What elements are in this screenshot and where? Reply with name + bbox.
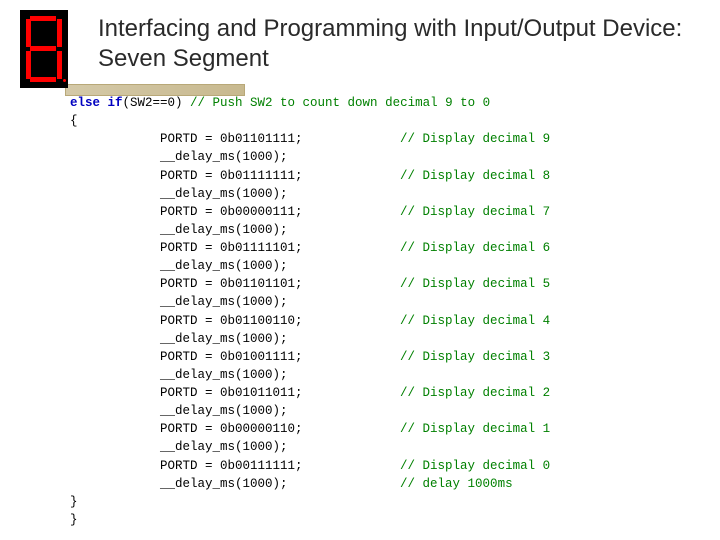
code-line: __delay_ms(1000);: [70, 185, 700, 203]
code-line: PORTD = 0b01101101; // Display decimal 5: [70, 275, 700, 293]
code-line: PORTD = 0b01001111; // Display decimal 3: [70, 348, 700, 366]
code-line: PORTD = 0b01111111; // Display decimal 8: [70, 167, 700, 185]
title-wrap: Interfacing and Programming with Input/O…: [98, 8, 700, 74]
code-line: }: [70, 511, 700, 529]
code-line: __delay_ms(1000);: [70, 438, 700, 456]
code-line: __delay_ms(1000);: [70, 402, 700, 420]
code-line: __delay_ms(1000);: [70, 221, 700, 239]
code-line: PORTD = 0b01101111; // Display decimal 9: [70, 130, 700, 148]
code-line: __delay_ms(1000);: [70, 330, 700, 348]
code-line: PORTD = 0b00111111; // Display decimal 0: [70, 457, 700, 475]
code-line: __delay_ms(1000);: [70, 148, 700, 166]
code-line: __delay_ms(1000);: [70, 257, 700, 275]
code-line: __delay_ms(1000);: [70, 366, 700, 384]
header: Interfacing and Programming with Input/O…: [20, 8, 700, 88]
code-block: else if(SW2==0) // Push SW2 to count dow…: [20, 94, 700, 529]
code-line: PORTD = 0b00000110; // Display decimal 1: [70, 420, 700, 438]
code-line: PORTD = 0b01111101; // Display decimal 6: [70, 239, 700, 257]
code-line: __delay_ms(1000);: [70, 293, 700, 311]
seven-segment-icon: [20, 10, 68, 88]
slide: Interfacing and Programming with Input/O…: [0, 0, 720, 540]
code-line: PORTD = 0b01100110; // Display decimal 4: [70, 312, 700, 330]
code-line: __delay_ms(1000); // delay 1000ms: [70, 475, 700, 493]
code-line: {: [70, 112, 700, 130]
code-line: }: [70, 493, 700, 511]
code-line: PORTD = 0b00000111; // Display decimal 7: [70, 203, 700, 221]
slide-title: Interfacing and Programming with Input/O…: [98, 14, 700, 74]
code-line: else if(SW2==0) // Push SW2 to count dow…: [70, 94, 700, 112]
code-line: PORTD = 0b01011011; // Display decimal 2: [70, 384, 700, 402]
